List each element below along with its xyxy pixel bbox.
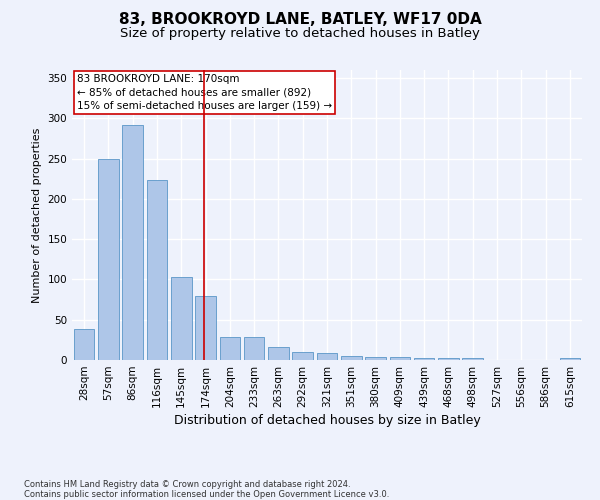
Bar — [438, 358, 459, 360]
Y-axis label: Number of detached properties: Number of detached properties — [32, 128, 42, 302]
Text: 83, BROOKROYD LANE, BATLEY, WF17 0DA: 83, BROOKROYD LANE, BATLEY, WF17 0DA — [119, 12, 481, 28]
Bar — [146, 180, 167, 360]
X-axis label: Distribution of detached houses by size in Batley: Distribution of detached houses by size … — [173, 414, 481, 427]
Bar — [560, 358, 580, 360]
Bar — [414, 358, 434, 360]
Bar — [268, 347, 289, 360]
Bar — [389, 357, 410, 360]
Bar — [463, 358, 483, 360]
Bar — [244, 338, 265, 360]
Text: Size of property relative to detached houses in Batley: Size of property relative to detached ho… — [120, 28, 480, 40]
Bar — [220, 336, 240, 360]
Bar — [98, 158, 119, 360]
Bar — [171, 277, 191, 360]
Bar — [317, 353, 337, 360]
Bar — [341, 356, 362, 360]
Text: Contains HM Land Registry data © Crown copyright and database right 2024.
Contai: Contains HM Land Registry data © Crown c… — [24, 480, 389, 499]
Text: 83 BROOKROYD LANE: 170sqm
← 85% of detached houses are smaller (892)
15% of semi: 83 BROOKROYD LANE: 170sqm ← 85% of detac… — [77, 74, 332, 111]
Bar — [365, 357, 386, 360]
Bar — [292, 352, 313, 360]
Bar — [122, 125, 143, 360]
Bar — [74, 330, 94, 360]
Bar — [195, 296, 216, 360]
